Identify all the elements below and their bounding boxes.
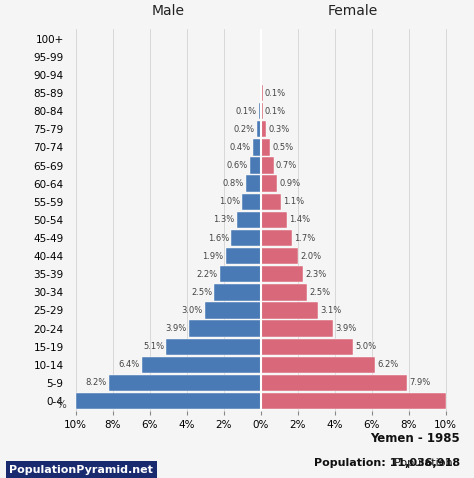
Bar [261,121,266,137]
Text: 3.1%: 3.1% [320,306,342,315]
Bar [261,357,375,373]
Text: 3.9%: 3.9% [335,324,356,333]
Text: 8.2%: 8.2% [85,379,107,388]
Bar [261,139,270,155]
Bar [259,103,261,120]
Text: 5.1%: 5.1% [143,342,164,351]
Bar [189,320,261,337]
Bar [257,121,261,137]
Bar [261,248,298,264]
Bar [214,284,261,301]
Text: 3.9%: 3.9% [165,324,186,333]
Text: 2.5%: 2.5% [309,288,330,297]
Bar [76,393,261,409]
Text: 6.2%: 6.2% [378,360,399,369]
Bar [205,303,261,319]
Text: 1.0%: 1.0% [219,197,240,206]
Text: Female: Female [328,4,378,18]
Text: 0.1%: 0.1% [236,107,256,116]
Bar [261,230,292,246]
Text: 1.6%: 1.6% [208,234,229,242]
Bar [250,157,261,174]
Text: 1.7%: 1.7% [294,234,316,242]
Text: 1.9%: 1.9% [202,251,223,261]
Bar [261,375,407,391]
Text: 5.0%: 5.0% [356,342,376,351]
Bar [220,266,261,282]
Text: 0.1%: 0.1% [265,88,286,98]
Bar [142,357,261,373]
Text: 0.6%: 0.6% [226,161,247,170]
Text: Yemen - 1985: Yemen - 1985 [370,432,460,445]
Text: %: % [56,400,66,410]
Text: 0.8%: 0.8% [222,179,244,188]
Bar [261,194,281,210]
Bar [231,230,261,246]
Bar [261,175,277,192]
Text: 7.9%: 7.9% [409,379,430,388]
Text: Male: Male [152,4,185,18]
Bar [261,157,273,174]
Text: 0.2%: 0.2% [234,125,255,134]
Bar [261,338,353,355]
Bar [253,139,261,155]
Bar [242,194,261,210]
Text: 0.1%: 0.1% [265,107,286,116]
Bar [237,212,261,228]
Text: 1.1%: 1.1% [283,197,304,206]
Text: PopulationPyramid.net: PopulationPyramid.net [9,465,154,475]
Bar [261,303,318,319]
Text: Population: 11,036,918: Population: 11,036,918 [314,458,460,468]
Text: 0.4%: 0.4% [230,143,251,152]
Bar [226,248,261,264]
Text: Population:: Population: [394,458,460,468]
Bar [261,393,446,409]
Text: 2.5%: 2.5% [191,288,212,297]
Text: 0.9%: 0.9% [280,179,301,188]
Bar [261,320,333,337]
Bar [246,175,261,192]
Bar [261,212,287,228]
Text: 2.2%: 2.2% [197,270,218,279]
Bar [261,266,303,282]
Bar [261,103,263,120]
Bar [261,284,307,301]
Text: 6.4%: 6.4% [119,360,140,369]
Bar [166,338,261,355]
Text: 0.5%: 0.5% [272,143,293,152]
Text: 1.3%: 1.3% [213,216,235,224]
Text: 2.3%: 2.3% [305,270,327,279]
Text: 2.0%: 2.0% [300,251,321,261]
Text: 3.0%: 3.0% [182,306,203,315]
Text: 1.4%: 1.4% [289,216,310,224]
Bar [109,375,261,391]
Text: 0.3%: 0.3% [268,125,290,134]
Bar [261,85,263,101]
Text: 0.7%: 0.7% [276,161,297,170]
